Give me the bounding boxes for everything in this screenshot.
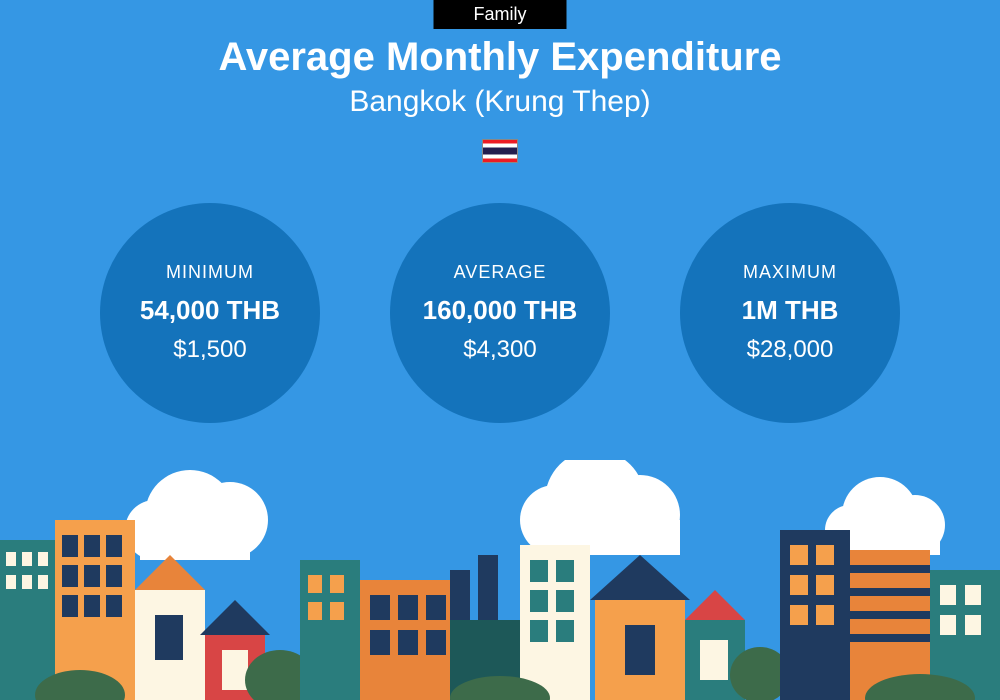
stat-label: MAXIMUM — [743, 262, 837, 283]
skyline-illustration — [0, 460, 1000, 700]
stat-circle-average: AVERAGE 160,000 THB $4,300 — [390, 203, 610, 423]
stat-value-thb: 54,000 THB — [140, 295, 280, 326]
stat-value-usd: $4,300 — [463, 336, 536, 364]
stat-circles-row: MINIMUM 54,000 THB $1,500 AVERAGE 160,00… — [0, 203, 1000, 423]
stat-circle-minimum: MINIMUM 54,000 THB $1,500 — [100, 203, 320, 423]
stat-value-usd: $1,500 — [173, 336, 246, 364]
page-subtitle: Bangkok (Krung Thep) — [0, 85, 1000, 119]
stat-label: MINIMUM — [166, 262, 254, 283]
stat-value-usd: $28,000 — [747, 336, 834, 364]
stat-label: AVERAGE — [454, 262, 547, 283]
page-title: Average Monthly Expenditure — [0, 35, 1000, 80]
stat-circle-maximum: MAXIMUM 1M THB $28,000 — [680, 203, 900, 423]
category-badge: Family — [434, 0, 567, 29]
stat-value-thb: 160,000 THB — [423, 295, 578, 326]
thailand-flag-icon — [482, 139, 518, 163]
stat-value-thb: 1M THB — [742, 295, 839, 326]
